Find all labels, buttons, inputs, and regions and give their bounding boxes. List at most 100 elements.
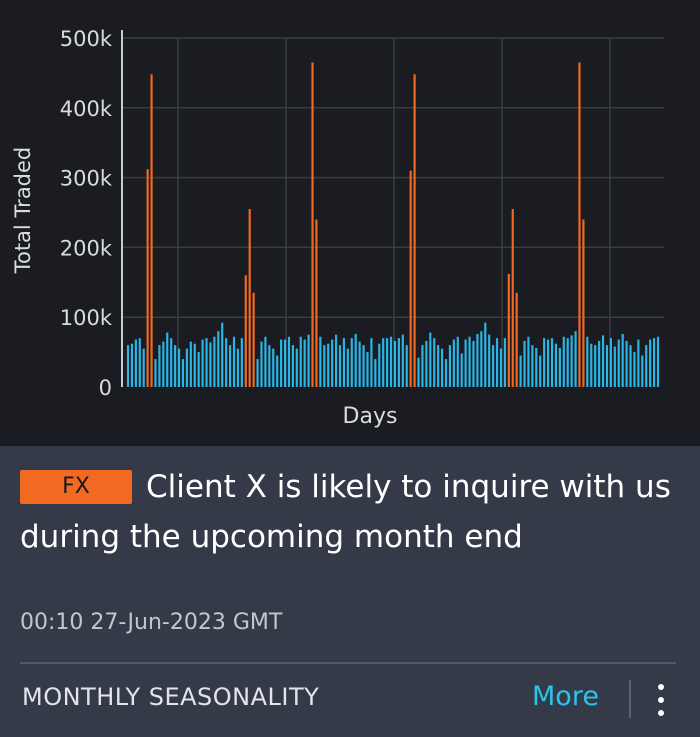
bar — [280, 339, 283, 387]
bar — [531, 345, 534, 387]
bar — [535, 347, 538, 387]
bar — [142, 348, 145, 387]
bar — [649, 339, 652, 387]
bar — [456, 336, 459, 387]
bar — [225, 338, 228, 387]
more-link[interactable]: More — [532, 681, 599, 712]
bar — [205, 338, 208, 387]
fx-tag: FX — [20, 470, 132, 504]
bar — [503, 338, 506, 387]
bar — [185, 348, 188, 387]
divider — [20, 662, 676, 664]
bar — [287, 336, 291, 387]
bar — [472, 340, 475, 387]
bar — [460, 353, 463, 387]
bar — [558, 347, 561, 387]
bar — [386, 338, 389, 387]
bar — [625, 340, 628, 387]
bar-month-end — [582, 219, 585, 387]
bar — [405, 345, 408, 387]
bar — [637, 339, 640, 387]
bar — [134, 339, 137, 387]
headline: FX Client X is likely to inquire with us … — [20, 462, 685, 562]
monthly-seasonality-chart: 0 100k 200k 300k 400k 500k — [60, 27, 664, 400]
bar-month-end — [146, 169, 149, 387]
bar — [476, 333, 479, 387]
headline-text: Client X is likely to inquire with us du… — [20, 469, 671, 555]
bar — [323, 345, 326, 387]
bar — [166, 332, 169, 387]
bar — [228, 345, 232, 387]
bar — [232, 336, 236, 387]
bar — [154, 359, 157, 387]
bar — [213, 336, 216, 387]
bar — [546, 339, 550, 387]
bar — [550, 338, 554, 387]
bar-month-end — [507, 273, 510, 387]
bar — [480, 331, 483, 387]
bar — [295, 348, 298, 387]
bar — [629, 345, 632, 387]
bar — [554, 343, 558, 387]
kebab-vertical-icon[interactable] — [646, 678, 676, 722]
bar — [425, 340, 428, 387]
bar — [397, 338, 400, 387]
bar — [256, 359, 259, 387]
bar — [594, 345, 597, 387]
y-tick-label: 500k — [60, 27, 113, 51]
bar — [350, 338, 353, 387]
bar — [433, 338, 436, 387]
y-tick-label: 300k — [60, 167, 113, 191]
bar — [488, 334, 491, 387]
bar — [464, 339, 467, 387]
bar-month-end — [252, 292, 255, 387]
bar — [358, 341, 361, 387]
y-tick-label: 400k — [60, 97, 113, 121]
bar-month-end — [515, 292, 518, 387]
bar — [448, 345, 452, 387]
bar — [138, 338, 141, 387]
y-tick-label: 100k — [60, 306, 113, 330]
bar — [177, 348, 181, 387]
bar — [170, 338, 173, 387]
bar — [570, 335, 573, 387]
bar — [566, 338, 569, 387]
bar — [299, 336, 302, 387]
bar — [126, 345, 130, 387]
bar — [268, 345, 271, 387]
bar — [209, 342, 212, 387]
bar — [130, 343, 134, 387]
bar — [421, 345, 424, 387]
bar — [174, 345, 177, 387]
bar-month-end — [244, 275, 247, 387]
bar — [652, 338, 656, 387]
bar — [484, 322, 487, 387]
bar — [437, 345, 440, 387]
bar — [342, 338, 346, 387]
bar — [264, 336, 267, 387]
bar — [217, 331, 220, 387]
bar — [601, 335, 605, 387]
bar-month-end — [511, 209, 514, 387]
chart-panel: 0 100k 200k 300k 400k 500k Total Traded Days — [0, 0, 700, 446]
bar — [617, 339, 620, 387]
bar — [291, 345, 294, 387]
bar — [260, 341, 263, 387]
bar — [370, 338, 373, 387]
bar — [346, 348, 349, 387]
bar — [334, 334, 338, 387]
bar — [389, 336, 393, 387]
bar — [162, 341, 165, 387]
bar — [382, 338, 385, 387]
bar — [221, 322, 224, 387]
bar — [181, 359, 185, 387]
y-tick-label: 0 — [99, 376, 112, 400]
bar — [366, 352, 369, 387]
bar — [307, 334, 310, 387]
y-tick-label: 200k — [60, 236, 113, 260]
bar — [621, 333, 624, 387]
bar — [327, 343, 330, 387]
bar — [374, 359, 377, 387]
bar — [189, 341, 192, 387]
